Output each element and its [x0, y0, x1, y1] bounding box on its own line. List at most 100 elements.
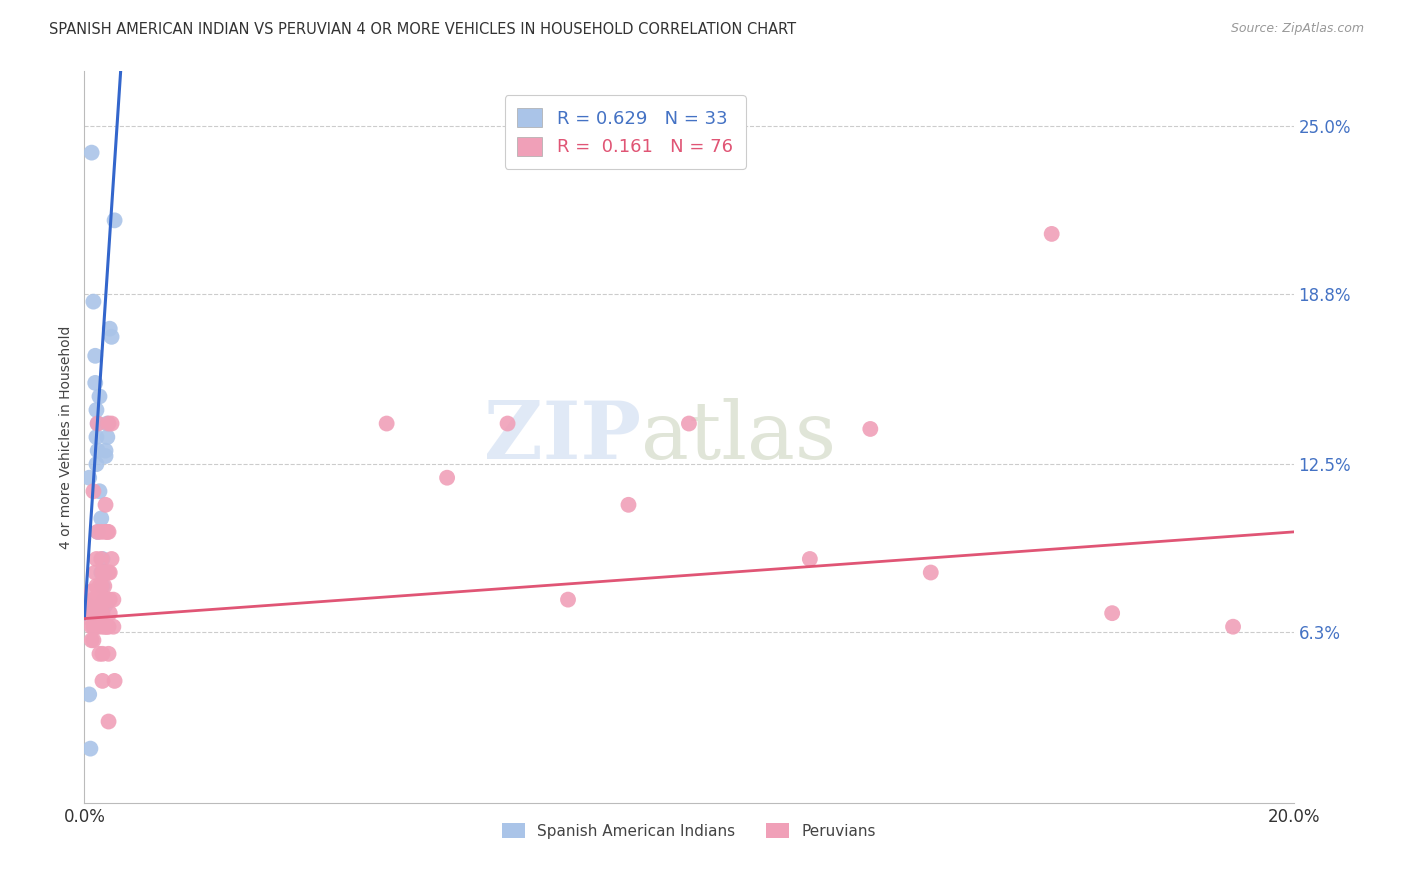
Point	[82, 592, 104, 607]
Point	[97, 647, 120, 661]
Point	[94, 566, 117, 580]
Point	[77, 688, 100, 702]
Point	[90, 592, 112, 607]
Point	[1040, 227, 1063, 241]
Point	[97, 417, 120, 431]
Point	[96, 524, 118, 539]
Point	[86, 592, 108, 607]
Point	[98, 322, 121, 336]
Point	[91, 647, 114, 661]
Point	[94, 524, 117, 539]
Point	[436, 471, 458, 485]
Point	[79, 611, 101, 625]
Point	[91, 673, 114, 688]
Point	[91, 592, 114, 607]
Point	[90, 598, 112, 612]
Point	[799, 552, 821, 566]
Legend: Spanish American Indians, Peruvians: Spanish American Indians, Peruvians	[495, 815, 883, 847]
Point	[84, 566, 107, 580]
Text: ZIP: ZIP	[484, 398, 641, 476]
Point	[82, 294, 104, 309]
Point	[93, 579, 115, 593]
Point	[859, 422, 882, 436]
Point	[86, 457, 108, 471]
Point	[496, 417, 519, 431]
Point	[100, 552, 122, 566]
Point	[93, 592, 115, 607]
Point	[80, 145, 103, 160]
Point	[100, 330, 122, 344]
Point	[96, 592, 118, 607]
Point	[89, 579, 111, 593]
Point	[90, 552, 112, 566]
Point	[76, 598, 98, 612]
Point	[86, 620, 108, 634]
Point	[94, 449, 117, 463]
Point	[86, 443, 108, 458]
Point	[104, 673, 127, 688]
Point	[104, 213, 127, 227]
Point	[90, 511, 112, 525]
Point	[82, 606, 104, 620]
Point	[86, 417, 108, 431]
Point	[93, 566, 115, 580]
Point	[557, 592, 579, 607]
Point	[77, 471, 100, 485]
Point	[94, 498, 117, 512]
Point	[79, 606, 101, 620]
Point	[1101, 606, 1123, 620]
Point	[89, 389, 111, 403]
Point	[103, 620, 125, 634]
Point	[86, 524, 108, 539]
Point	[94, 443, 117, 458]
Point	[84, 349, 107, 363]
Point	[86, 403, 108, 417]
Point	[80, 620, 103, 634]
Point	[94, 620, 117, 634]
Point	[93, 620, 115, 634]
Point	[86, 524, 108, 539]
Point	[678, 417, 700, 431]
Point	[1222, 620, 1244, 634]
Point	[91, 606, 114, 620]
Point	[94, 598, 117, 612]
Point	[97, 714, 120, 729]
Point	[96, 430, 118, 444]
Point	[93, 566, 115, 580]
Point	[98, 566, 121, 580]
Point	[86, 430, 108, 444]
Point	[86, 417, 108, 431]
Point	[97, 566, 120, 580]
Text: SPANISH AMERICAN INDIAN VS PERUVIAN 4 OR MORE VEHICLES IN HOUSEHOLD CORRELATION : SPANISH AMERICAN INDIAN VS PERUVIAN 4 OR…	[49, 22, 796, 37]
Point	[91, 579, 114, 593]
Point	[920, 566, 942, 580]
Point	[89, 647, 111, 661]
Point	[84, 592, 107, 607]
Point	[93, 592, 115, 607]
Point	[91, 566, 114, 580]
Point	[89, 592, 111, 607]
Point	[91, 598, 114, 612]
Point	[80, 584, 103, 599]
Point	[98, 606, 121, 620]
Text: Source: ZipAtlas.com: Source: ZipAtlas.com	[1230, 22, 1364, 36]
Point	[375, 417, 398, 431]
Point	[82, 484, 104, 499]
Point	[84, 376, 107, 390]
Y-axis label: 4 or more Vehicles in Household: 4 or more Vehicles in Household	[59, 326, 73, 549]
Point	[89, 606, 111, 620]
Point	[98, 592, 121, 607]
Point	[90, 620, 112, 634]
Point	[90, 579, 112, 593]
Point	[84, 606, 107, 620]
Point	[79, 741, 101, 756]
Point	[96, 417, 118, 431]
Point	[80, 633, 103, 648]
Point	[86, 552, 108, 566]
Point	[96, 566, 118, 580]
Point	[97, 620, 120, 634]
Point	[84, 620, 107, 634]
Point	[82, 633, 104, 648]
Text: atlas: atlas	[641, 398, 835, 476]
Point	[94, 592, 117, 607]
